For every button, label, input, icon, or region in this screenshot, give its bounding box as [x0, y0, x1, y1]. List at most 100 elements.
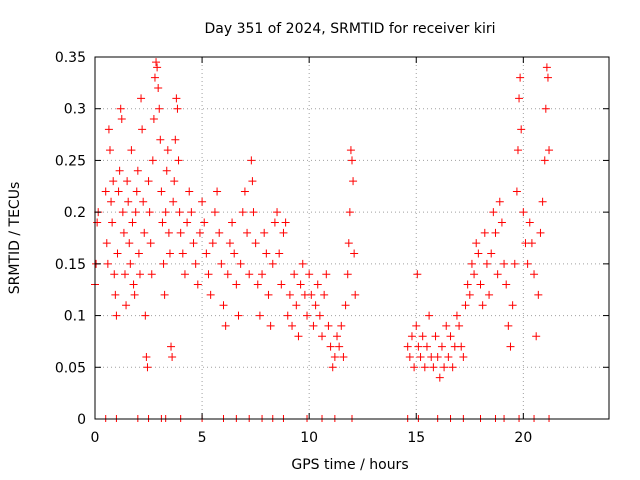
data-point	[292, 301, 301, 310]
data-point	[412, 321, 421, 330]
data-point	[150, 73, 159, 82]
data-point	[527, 239, 536, 248]
data-point	[255, 311, 264, 320]
data-point	[204, 270, 213, 279]
data-point	[183, 218, 192, 227]
data-point	[110, 270, 119, 279]
data-point	[215, 228, 224, 237]
data-point	[176, 228, 185, 237]
data-point	[431, 332, 440, 341]
data-point	[311, 301, 320, 310]
axis-ticks	[94, 56, 609, 420]
data-point	[467, 259, 476, 268]
data-point	[403, 342, 412, 351]
data-point	[459, 352, 468, 361]
data-point	[189, 239, 198, 248]
data-point	[480, 228, 489, 237]
data-point	[343, 270, 352, 279]
data-point	[221, 321, 230, 330]
data-point	[133, 166, 142, 175]
data-point	[119, 228, 128, 237]
data-point	[485, 290, 494, 299]
data-point	[288, 321, 297, 330]
data-point	[536, 228, 545, 237]
data-point	[245, 270, 254, 279]
data-point	[337, 321, 346, 330]
data-point	[116, 104, 125, 113]
data-point	[139, 197, 148, 206]
data-point	[115, 166, 124, 175]
y-tick-label: 0.3	[64, 102, 86, 118]
data-point	[114, 187, 123, 196]
data-point	[497, 218, 506, 227]
data-point	[512, 187, 521, 196]
data-point	[320, 290, 329, 299]
data-point	[251, 239, 260, 248]
data-point	[414, 342, 423, 351]
plot-frame	[94, 56, 610, 420]
data-point	[104, 125, 113, 134]
data-point	[148, 156, 157, 165]
data-point	[147, 270, 156, 279]
data-point	[230, 249, 239, 258]
data-point	[513, 146, 522, 155]
data-point	[407, 332, 416, 341]
data-point	[350, 249, 359, 258]
data-point	[125, 239, 134, 248]
data-point	[162, 166, 171, 175]
data-point	[472, 239, 481, 248]
data-point	[530, 270, 539, 279]
data-point	[234, 311, 243, 320]
data-point	[191, 259, 200, 268]
data-point	[277, 280, 286, 289]
data-point	[135, 270, 144, 279]
data-point	[156, 135, 165, 144]
data-point	[444, 352, 453, 361]
data-point	[140, 228, 149, 237]
data-point	[145, 208, 154, 217]
data-point	[93, 218, 102, 227]
data-point	[238, 208, 247, 217]
data-point	[117, 115, 126, 124]
data-point	[262, 249, 271, 258]
data-point	[345, 208, 354, 217]
data-point	[510, 259, 519, 268]
data-point	[198, 197, 207, 206]
data-point	[349, 177, 358, 186]
data-point	[285, 290, 294, 299]
data-point	[425, 311, 434, 320]
data-point	[410, 363, 419, 372]
data-point	[174, 156, 183, 165]
x-tick-label: 20	[514, 430, 532, 446]
data-point	[418, 332, 427, 341]
data-point	[113, 249, 122, 258]
x-tick-label: 0	[91, 430, 100, 446]
data-point	[223, 270, 232, 279]
data-point	[318, 332, 327, 341]
data-point	[305, 270, 314, 279]
y-tick-label: 0.15	[55, 257, 86, 273]
data-point	[258, 270, 267, 279]
data-point	[463, 280, 472, 289]
data-point	[489, 208, 498, 217]
data-point	[543, 73, 552, 82]
data-point	[219, 301, 228, 310]
data-point	[187, 208, 196, 217]
data-point	[160, 290, 169, 299]
x-tick-label: 15	[407, 430, 425, 446]
data-point	[127, 146, 136, 155]
data-point	[315, 311, 324, 320]
x-tick-labels: 0 5 10 15 20	[91, 430, 533, 446]
data-points	[91, 58, 554, 382]
data-point	[422, 342, 431, 351]
data-point	[351, 290, 360, 299]
data-point	[455, 321, 464, 330]
data-point	[217, 259, 226, 268]
data-point	[519, 208, 528, 217]
data-point	[131, 208, 140, 217]
data-point	[225, 239, 234, 248]
data-point	[264, 290, 273, 299]
data-point	[541, 104, 550, 113]
data-point	[180, 270, 189, 279]
data-point	[313, 280, 322, 289]
